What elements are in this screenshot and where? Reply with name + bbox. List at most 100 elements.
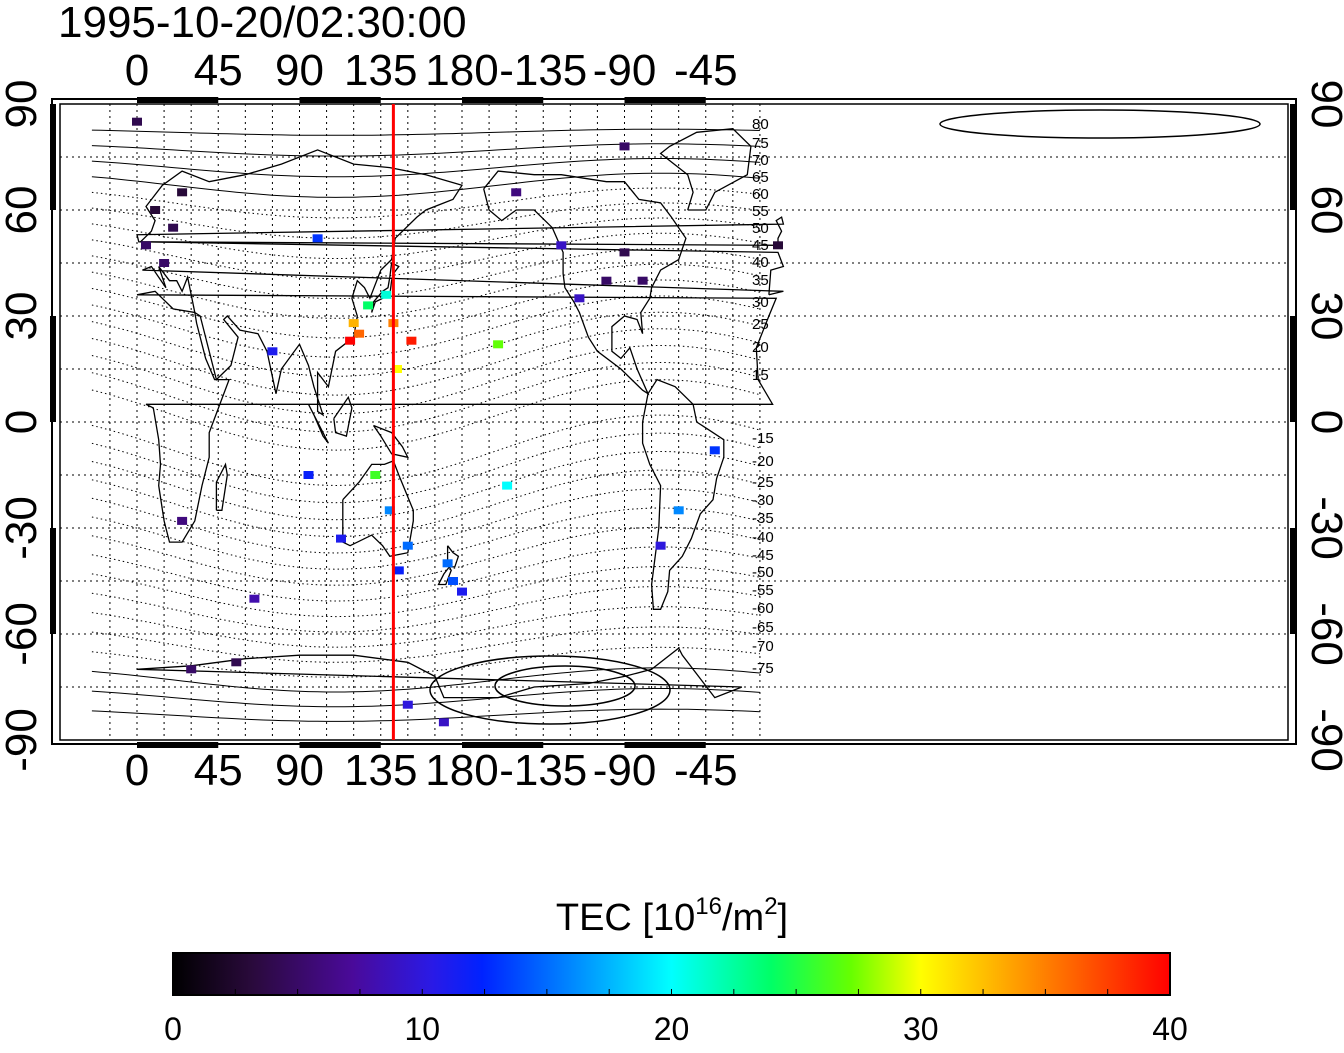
lon-tick-label: 135 — [344, 46, 417, 95]
magnetic-lat-label: 70 — [752, 152, 769, 169]
lon-tick-label: 45 — [194, 46, 243, 95]
lat-tick-label: -90 — [0, 708, 46, 772]
tec-cell — [312, 234, 323, 243]
lon-tick-label: 90 — [275, 46, 324, 95]
colorbar-title: TEC [1016/m2] — [556, 893, 788, 939]
lon-tick-label: -135 — [499, 746, 587, 795]
tec-cell — [556, 241, 567, 250]
tec-cell — [601, 276, 612, 285]
tec-cell — [392, 365, 402, 373]
magnetic-lat-label: -45 — [752, 547, 774, 564]
lat-tick-label: -30 — [1302, 496, 1344, 560]
lon-tick-label: 180 — [425, 746, 498, 795]
tec-cell — [619, 142, 630, 151]
tec-cell — [345, 336, 356, 345]
colorbar-tick-label: 10 — [404, 1011, 440, 1047]
magnetic-lat-label: -75 — [752, 660, 774, 677]
lat-tick-label: 60 — [1302, 186, 1344, 235]
longitude-labels-top: 0 45 90 135 180 -135 -90 -45 — [125, 46, 738, 95]
lat-tick-label: -30 — [0, 496, 46, 560]
coastlines — [136, 128, 785, 699]
lon-tick-label: 135 — [344, 746, 417, 795]
magnetic-lat-label: -70 — [752, 638, 774, 655]
magnetic-lat-label: 65 — [752, 169, 769, 186]
tec-cell — [267, 347, 278, 356]
tec-cell — [442, 559, 453, 568]
tec-observation-cells — [132, 117, 783, 727]
tec-cell — [159, 259, 170, 267]
tec-cell — [402, 700, 413, 709]
lat-tick-label: 30 — [1302, 292, 1344, 341]
magnetic-lat-label: -60 — [752, 600, 774, 617]
tec-cell — [574, 294, 585, 303]
longitude-labels-bottom: 0 45 90 135 180 -135 -90 -45 — [125, 746, 738, 795]
magnetic-lat-label: -20 — [752, 453, 774, 470]
tec-cell — [141, 241, 151, 250]
lat-tick-label: 30 — [0, 292, 46, 341]
tec-cell — [370, 471, 381, 479]
magnetic-lat-label: 75 — [752, 135, 769, 152]
magnetic-lat-label: -55 — [752, 582, 774, 599]
magnetic-lat-label: 25 — [752, 316, 769, 333]
lat-tick-label: 0 — [0, 410, 46, 434]
tec-cell — [186, 665, 197, 674]
magnetic-lat-label: -35 — [752, 510, 774, 527]
magnetic-lat-label: 30 — [752, 294, 769, 311]
magnetic-lat-label: 55 — [752, 203, 769, 220]
latitude-labels-left: 90 60 30 0 -30 -60 -90 — [0, 80, 46, 772]
tec-cell — [336, 534, 346, 543]
magnetic-lat-label: -30 — [752, 492, 774, 509]
tec-cell — [363, 301, 374, 310]
magnetic-lat-label: 20 — [752, 339, 769, 356]
magnetic-lat-label: -65 — [752, 619, 774, 636]
colorbar-tick-label: 0 — [164, 1011, 182, 1047]
tec-cell — [493, 340, 504, 349]
tec-cell — [168, 223, 179, 232]
magnetic-lat-label: 50 — [752, 220, 769, 237]
magnetic-lat-label: -15 — [752, 430, 774, 447]
magnetic-lat-label: -50 — [752, 564, 774, 581]
lon-tick-label: -90 — [593, 746, 657, 795]
lat-tick-label: -90 — [1302, 708, 1344, 772]
frame-tick-bars — [50, 97, 1296, 748]
tec-cell — [393, 566, 404, 575]
tec-cell — [619, 248, 630, 257]
lat-tick-label: 90 — [1302, 80, 1344, 129]
tec-cell — [673, 506, 684, 515]
magnetic-lat-label: 45 — [752, 237, 769, 254]
dotted-graticule — [60, 103, 1288, 741]
lat-tick-label: 60 — [0, 186, 46, 235]
lat-tick-label: -60 — [1302, 602, 1344, 666]
lat-tick-label: 0 — [1302, 410, 1344, 434]
tec-cell — [381, 290, 392, 299]
tec-cell — [303, 471, 314, 479]
tec-cell — [402, 541, 413, 550]
lat-tick-label: -60 — [0, 602, 46, 666]
tec-cell — [249, 594, 260, 603]
tec-cell — [448, 577, 458, 585]
colorbar-ticks: 0 10 20 30 40 — [164, 989, 1188, 1047]
tec-cell — [511, 188, 522, 197]
colorbar-tick-label: 30 — [903, 1011, 939, 1047]
magnetic-lat-label: 40 — [752, 254, 769, 271]
tec-cell — [231, 658, 242, 667]
magnetic-lat-label: 35 — [752, 272, 769, 289]
lon-tick-label: -90 — [593, 46, 657, 95]
tec-cell — [637, 276, 648, 285]
lon-tick-label: 180 — [425, 46, 498, 95]
lon-tick-label: -45 — [674, 46, 738, 95]
lat-tick-label: 90 — [0, 80, 46, 129]
lon-tick-label: 0 — [125, 746, 149, 795]
tec-cell — [177, 188, 188, 197]
colorbar — [172, 952, 1171, 996]
tec-cell — [773, 241, 783, 250]
tec-cell — [709, 446, 720, 455]
tec-cell — [177, 516, 188, 525]
magnetic-lat-label: 80 — [752, 116, 769, 133]
map-title: 1995-10-20/02:30:00 — [58, 0, 467, 47]
tec-cell — [132, 117, 142, 126]
lon-tick-label: 90 — [275, 746, 324, 795]
lon-tick-label: 0 — [125, 46, 149, 95]
